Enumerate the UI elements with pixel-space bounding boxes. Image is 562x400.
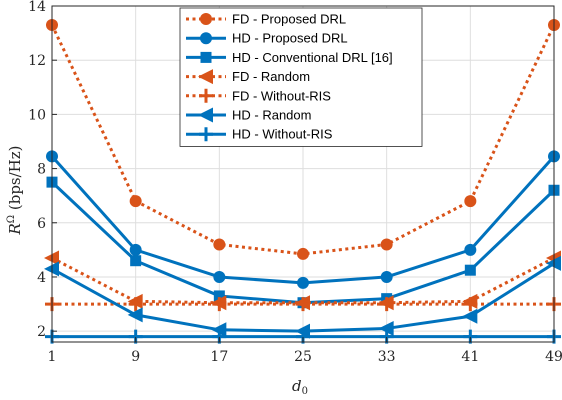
y-axis-label-unit: (bps/Hz) [6,145,24,210]
legend-label: FD - Proposed DRL [232,12,346,27]
x-axis-label-sub: 0 [302,386,308,397]
legend-label: FD - Random [232,69,310,84]
data-point [198,69,213,85]
data-point [200,13,212,25]
svg-text:d0: d0 [292,377,308,397]
data-point [129,195,142,208]
legend-entry: HD - Random [186,107,311,123]
series-lines [44,18,561,344]
data-point [464,195,477,208]
legend-entry: FD - Proposed DRL [186,12,346,27]
legend-entry: FD - Without-RIS [186,88,331,103]
y-axis-label-sup: Ω [6,215,17,223]
data-point [127,307,143,323]
legend: FD - Proposed DRL HD - Proposed DRL HD - C… [179,7,423,147]
y-axis-label-symbol: R [6,223,24,235]
series [45,297,561,312]
legend-label: HD - Random [232,108,311,123]
legend-label: FD - Without-RIS [232,88,331,103]
data-point [130,255,142,267]
y-axis-label: RΩ (bps/Hz) [6,145,24,235]
data-point [213,238,226,251]
data-point [463,297,478,312]
x-tick-label: 25 [294,349,312,365]
legend-label: HD - Without-RIS [232,127,333,142]
data-point [297,247,309,260]
legend-entry: HD - Conventional DRL [16] [186,50,393,65]
data-point [379,297,394,312]
data-point [200,51,212,63]
x-tick-label: 33 [378,349,396,365]
data-point [464,243,477,256]
data-point [213,290,225,302]
data-point [129,243,142,256]
data-point [297,276,309,289]
data-point [128,297,143,312]
y-tick-label: 12 [28,53,46,69]
data-point [198,107,213,123]
x-axis-label: d0 [292,377,308,397]
data-point [380,238,393,251]
data-point [199,127,213,142]
x-tick-label: 1 [48,349,57,365]
legend-entry: HD - Without-RIS [186,127,333,142]
x-tick-label: 41 [461,349,479,365]
y-tick-label: 4 [37,270,46,286]
y-tick-label: 6 [37,216,46,232]
x-tick-label: 17 [210,349,228,365]
x-tick-label: 9 [131,349,140,365]
data-point [296,297,310,312]
x-axis-label-main: d [292,377,302,395]
data-point [212,297,227,312]
svg-text:RΩ (bps/Hz): RΩ (bps/Hz) [6,145,24,235]
data-point [199,88,213,103]
data-point [213,270,226,283]
legend-entry: HD - Proposed DRL [186,31,348,46]
x-tick-label: 49 [545,349,562,365]
y-tick-label: 2 [37,324,46,340]
y-tick-label: 10 [28,107,46,123]
y-tick-label: 8 [37,162,46,178]
legend-label: HD - Proposed DRL [232,31,348,46]
y-tick-label: 14 [28,0,46,15]
series [46,150,560,289]
data-point [380,270,393,283]
legend-entry: FD - Random [186,69,310,85]
data-point [378,320,394,336]
data-point [200,32,212,45]
data-point [464,264,476,276]
axis-ticks: 1 9 17 25 33 41 49 2 4 6 8 10 12 14 [28,0,562,365]
data-point [462,308,478,324]
legend-label: HD - Conventional DRL [16] [232,50,393,65]
